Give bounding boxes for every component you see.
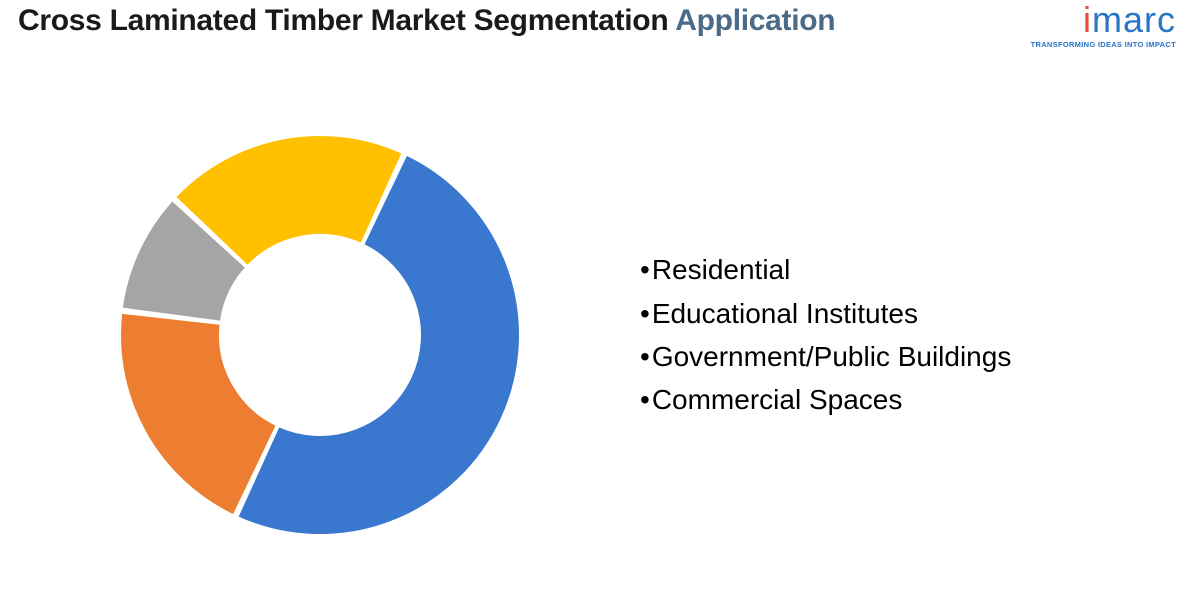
legend-item-government: Government/Public Buildings bbox=[640, 335, 1011, 378]
legend: Residential Educational Institutes Gover… bbox=[640, 248, 1011, 422]
title-accent: Application bbox=[675, 4, 835, 37]
legend-item-educational: Educational Institutes bbox=[640, 292, 1011, 335]
legend-item-commercial: Commercial Spaces bbox=[640, 378, 1011, 421]
donut-chart-container bbox=[0, 75, 640, 595]
page-title: Cross Laminated Timber Market Segmentati… bbox=[18, 4, 835, 38]
logo-text: imarc bbox=[1031, 2, 1176, 38]
title-main: Cross Laminated Timber Market Segmentati… bbox=[18, 4, 668, 37]
donut-chart bbox=[105, 120, 535, 550]
brand-logo: imarc TRANSFORMING IDEAS INTO IMPACT bbox=[1031, 2, 1176, 49]
content-area: Residential Educational Institutes Gover… bbox=[0, 70, 1200, 600]
header: Cross Laminated Timber Market Segmentati… bbox=[18, 4, 1182, 49]
logo-tagline: TRANSFORMING IDEAS INTO IMPACT bbox=[1031, 40, 1176, 49]
legend-item-residential: Residential bbox=[640, 248, 1011, 291]
